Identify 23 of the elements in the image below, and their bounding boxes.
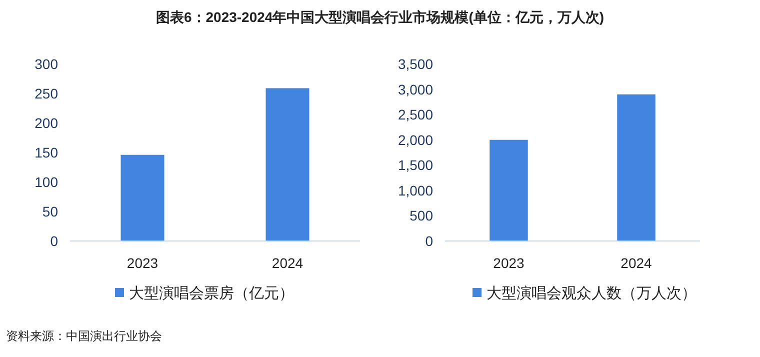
x-tick-label: 2023 (493, 255, 525, 271)
y-tick-label: 200 (34, 115, 58, 131)
y-tick-label: 0 (425, 233, 434, 249)
x-tick-label: 2023 (126, 255, 158, 271)
legend-label: 大型演唱会观众人数（万人次） (486, 285, 696, 302)
chart-title: 图表6：2023-2024年中国大型演唱会行业市场规模(单位：亿元，万人次) (156, 9, 604, 25)
y-tick-label: 3,500 (398, 56, 434, 72)
y-tick-label: 2,000 (398, 132, 434, 148)
y-tick-label: 100 (34, 174, 58, 190)
x-tick-label: 2024 (272, 255, 304, 271)
y-tick-label: 0 (50, 233, 58, 249)
text: 资料来源：中国演出行业协会 (6, 329, 162, 343)
y-tick-label: 150 (34, 144, 58, 160)
x-tick-label: 2024 (620, 255, 652, 271)
y-tick-label: 1,500 (398, 157, 434, 174)
y-tick-label: 250 (34, 86, 58, 102)
y-tick-label: 3,000 (398, 81, 434, 98)
y-tick-label: 50 (42, 204, 58, 220)
y-tick-label: 2,500 (398, 106, 434, 123)
legend-label: 大型演唱会票房（亿元） (129, 285, 294, 302)
y-tick-label: 300 (34, 56, 58, 72)
y-tick-label: 1,000 (398, 182, 434, 198)
y-tick-label: 500 (410, 208, 434, 224)
